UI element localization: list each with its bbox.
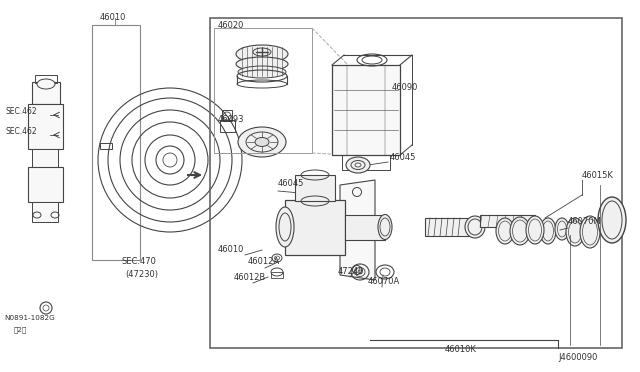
Text: N0891-1082G: N0891-1082G	[4, 315, 55, 321]
Ellipse shape	[580, 216, 600, 248]
Ellipse shape	[255, 138, 269, 147]
Text: 46070A: 46070A	[368, 278, 400, 286]
Bar	[345, 215, 385, 240]
Bar	[92, 25, 140, 260]
Text: 46045: 46045	[278, 180, 305, 189]
Text: 46015K: 46015K	[582, 170, 614, 180]
Ellipse shape	[238, 127, 286, 157]
Bar	[271, 272, 283, 278]
Bar	[32, 202, 58, 222]
Ellipse shape	[598, 197, 626, 243]
Ellipse shape	[465, 216, 485, 238]
Ellipse shape	[299, 186, 325, 204]
Text: SEC.470: SEC.470	[122, 257, 157, 266]
Text: SEC.462: SEC.462	[5, 108, 36, 116]
Bar	[222, 110, 232, 121]
Text: 46045: 46045	[390, 154, 417, 163]
Text: SEC.462: SEC.462	[5, 128, 36, 137]
Ellipse shape	[555, 218, 569, 240]
Ellipse shape	[236, 57, 288, 71]
Bar	[295, 175, 335, 201]
Bar	[342, 155, 390, 170]
Text: 46010K: 46010K	[445, 346, 477, 355]
Ellipse shape	[346, 157, 370, 173]
Text: (47230): (47230)	[125, 269, 158, 279]
Ellipse shape	[378, 215, 392, 240]
Text: 46093: 46093	[218, 115, 244, 125]
Text: 46090: 46090	[392, 83, 419, 93]
Ellipse shape	[236, 45, 288, 63]
Bar	[32, 149, 58, 167]
Text: 46020: 46020	[218, 20, 244, 29]
Text: （2）: （2）	[14, 327, 28, 333]
Bar	[285, 200, 345, 255]
Ellipse shape	[566, 218, 584, 246]
Polygon shape	[340, 180, 375, 280]
Bar	[35, 75, 57, 83]
Text: 46070M: 46070M	[568, 218, 602, 227]
Ellipse shape	[496, 218, 514, 244]
Bar	[32, 82, 60, 104]
Bar	[28, 104, 63, 149]
Text: 46010: 46010	[218, 246, 244, 254]
Bar	[480, 215, 535, 227]
Bar	[332, 65, 400, 155]
Ellipse shape	[238, 66, 286, 78]
Ellipse shape	[276, 207, 294, 247]
Text: 46012B: 46012B	[234, 273, 266, 282]
Ellipse shape	[540, 218, 556, 244]
Text: 46010: 46010	[100, 13, 126, 22]
Text: 46012A: 46012A	[248, 257, 280, 266]
Ellipse shape	[510, 217, 530, 245]
Bar	[28, 167, 63, 202]
Ellipse shape	[37, 79, 55, 89]
Text: J4600090: J4600090	[558, 353, 597, 362]
Bar	[210, 18, 622, 348]
Bar	[425, 218, 475, 236]
Ellipse shape	[526, 216, 544, 244]
Bar	[214, 28, 312, 153]
Text: 47240: 47240	[338, 267, 364, 276]
Bar	[100, 143, 112, 149]
Bar	[220, 120, 235, 132]
